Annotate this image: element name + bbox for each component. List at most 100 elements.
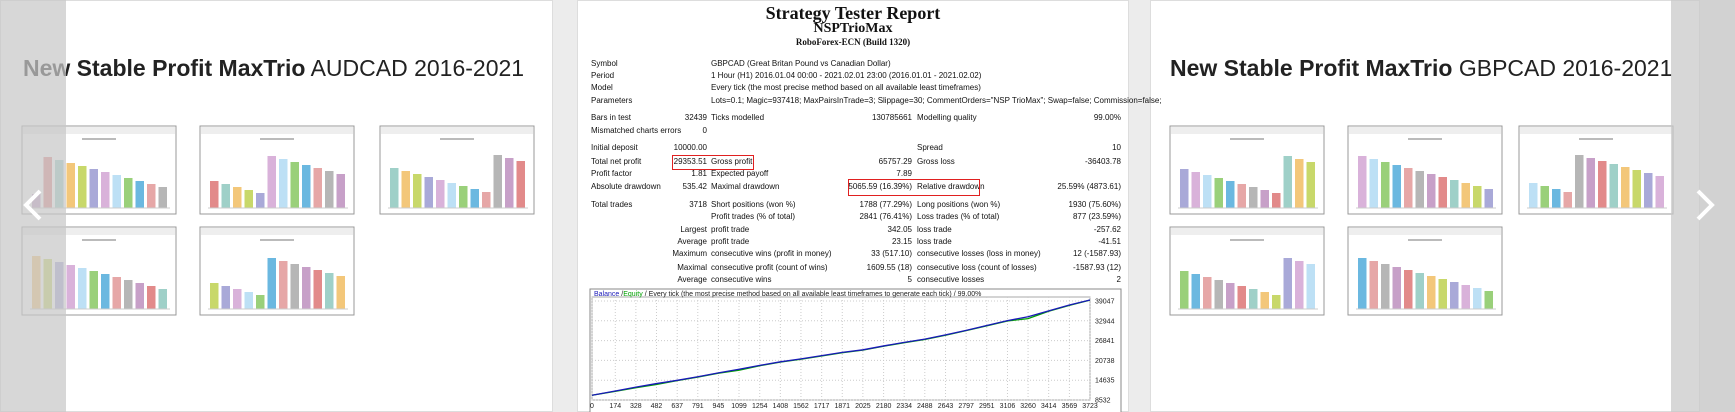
next-arrow[interactable] xyxy=(1692,188,1718,222)
thumb-tabs xyxy=(23,127,175,134)
thumb-bar xyxy=(1180,169,1189,208)
info-value: Lots=0.1; Magic=937418; MaxPairsInTrade=… xyxy=(711,96,1162,105)
thumbnail xyxy=(1518,125,1674,215)
thumb-bar xyxy=(313,270,322,309)
stat-value: 130785661 xyxy=(871,113,912,122)
slide-title: New Stable Profit MaxTrio GBPCAD 2016-20… xyxy=(1170,55,1672,82)
thumb-bar xyxy=(1358,156,1367,208)
thumb-bar xyxy=(89,169,98,208)
stat-value: 5065.59 (16.39%) xyxy=(848,182,912,191)
x-tick-label: 2488 xyxy=(917,403,933,410)
thumb-tabs xyxy=(1171,228,1323,235)
thumb-bar xyxy=(1461,285,1470,309)
stat-label: Bars in test xyxy=(591,113,632,122)
thumb-bar xyxy=(279,159,288,208)
thumb-bar xyxy=(1655,176,1664,208)
stat-qualifier: Average xyxy=(677,275,707,284)
y-tick-label: 39047 xyxy=(1095,299,1115,306)
info-label: Symbol xyxy=(591,59,618,68)
x-tick-label: 1562 xyxy=(793,403,809,410)
thumb-bar xyxy=(221,286,230,309)
thumb-bar xyxy=(78,166,87,208)
thumb-bar xyxy=(112,175,121,208)
stat-value: 2841 (76.41%) xyxy=(859,212,912,221)
x-tick-label: 482 xyxy=(651,403,663,410)
thumbnail xyxy=(1169,125,1325,215)
thumb-bar xyxy=(101,274,110,309)
stat-value: 2 xyxy=(1116,275,1121,284)
info-label: Parameters xyxy=(591,96,633,105)
thumb-bar xyxy=(1529,183,1538,208)
thumb-bar xyxy=(1552,189,1561,208)
stat-label: Maximal drawdown xyxy=(711,182,780,191)
x-tick-label: 2334 xyxy=(896,403,912,410)
info-value: Every tick (the most precise method base… xyxy=(711,83,981,92)
thumb-bar xyxy=(1295,159,1304,208)
thumb-bar xyxy=(1484,189,1493,208)
thumb-bar xyxy=(313,168,322,208)
thumb-bar xyxy=(1404,270,1413,309)
stat-value: 12 (-1587.93) xyxy=(1072,249,1121,258)
x-tick-label: 3723 xyxy=(1082,403,1098,410)
thumb-tabs xyxy=(381,127,533,134)
thumb-bar xyxy=(1358,258,1367,309)
stat-label: consecutive profit (count of wins) xyxy=(711,263,828,272)
x-tick-label: 2025 xyxy=(855,403,871,410)
thumb-bar xyxy=(336,174,345,208)
thumb-bar xyxy=(267,258,276,309)
thumb-bar xyxy=(78,268,87,309)
stat-value: 3718 xyxy=(689,200,707,209)
stat-value: 1609.55 (18) xyxy=(866,263,912,272)
thumb-bar xyxy=(1381,162,1390,208)
stat-label: consecutive wins (profit in money) xyxy=(711,249,832,258)
thumb-bar xyxy=(413,174,422,208)
thumb-bar xyxy=(256,193,265,208)
stat-value: 535.42 xyxy=(682,182,707,191)
thumb-bar xyxy=(256,295,265,309)
thumb-bar xyxy=(482,192,491,208)
stat-label: Profit factor xyxy=(591,169,632,178)
stat-value: -257.62 xyxy=(1093,225,1121,234)
thumb-bar xyxy=(1203,175,1212,208)
thumb-bar xyxy=(1249,187,1258,208)
y-tick-label: 26841 xyxy=(1095,338,1115,345)
stat-qualifier: Maximal xyxy=(677,263,707,272)
thumb-bar xyxy=(1260,190,1269,208)
stat-value: 0 xyxy=(702,126,707,135)
thumb-bar xyxy=(1575,155,1584,208)
thumb-bar xyxy=(135,181,144,208)
stat-value: 10 xyxy=(1112,143,1121,152)
thumbnail xyxy=(1347,125,1503,215)
thumb-bar xyxy=(124,178,133,208)
stat-value: 7.89 xyxy=(896,169,912,178)
thumb-bar xyxy=(1272,193,1281,208)
stat-label: Expected payoff xyxy=(711,169,769,178)
x-tick-label: 1408 xyxy=(773,403,789,410)
plot-area xyxy=(591,296,1091,401)
prev-arrow[interactable] xyxy=(20,188,46,222)
thumb-bar xyxy=(1226,283,1235,309)
thumb-bar xyxy=(325,273,334,309)
thumb-bar xyxy=(210,181,219,208)
x-tick-label: 2643 xyxy=(938,403,954,410)
thumb-bar xyxy=(1415,273,1424,309)
thumb-bar xyxy=(1427,276,1436,309)
thumb-bar xyxy=(1191,274,1200,309)
stat-label: Total net profit xyxy=(591,157,642,166)
x-tick-label: 2797 xyxy=(958,403,974,410)
x-tick-label: 0 xyxy=(590,403,594,410)
thumb-bar xyxy=(1644,173,1653,208)
thumb-bar xyxy=(1609,164,1618,208)
thumb-bar xyxy=(1180,271,1189,309)
thumb-bar xyxy=(244,190,253,208)
legend: Balance/Equity / Every tick (the most prec… xyxy=(594,291,981,298)
thumb-bar xyxy=(1237,286,1246,309)
thumb-bar xyxy=(1392,165,1401,208)
x-tick-label: 791 xyxy=(692,403,704,410)
stat-value: 32439 xyxy=(684,113,707,122)
thumb-bar xyxy=(516,161,525,208)
thumb-heading xyxy=(1408,239,1442,241)
thumb-bar xyxy=(1369,261,1378,309)
info-label: Period xyxy=(591,71,615,80)
